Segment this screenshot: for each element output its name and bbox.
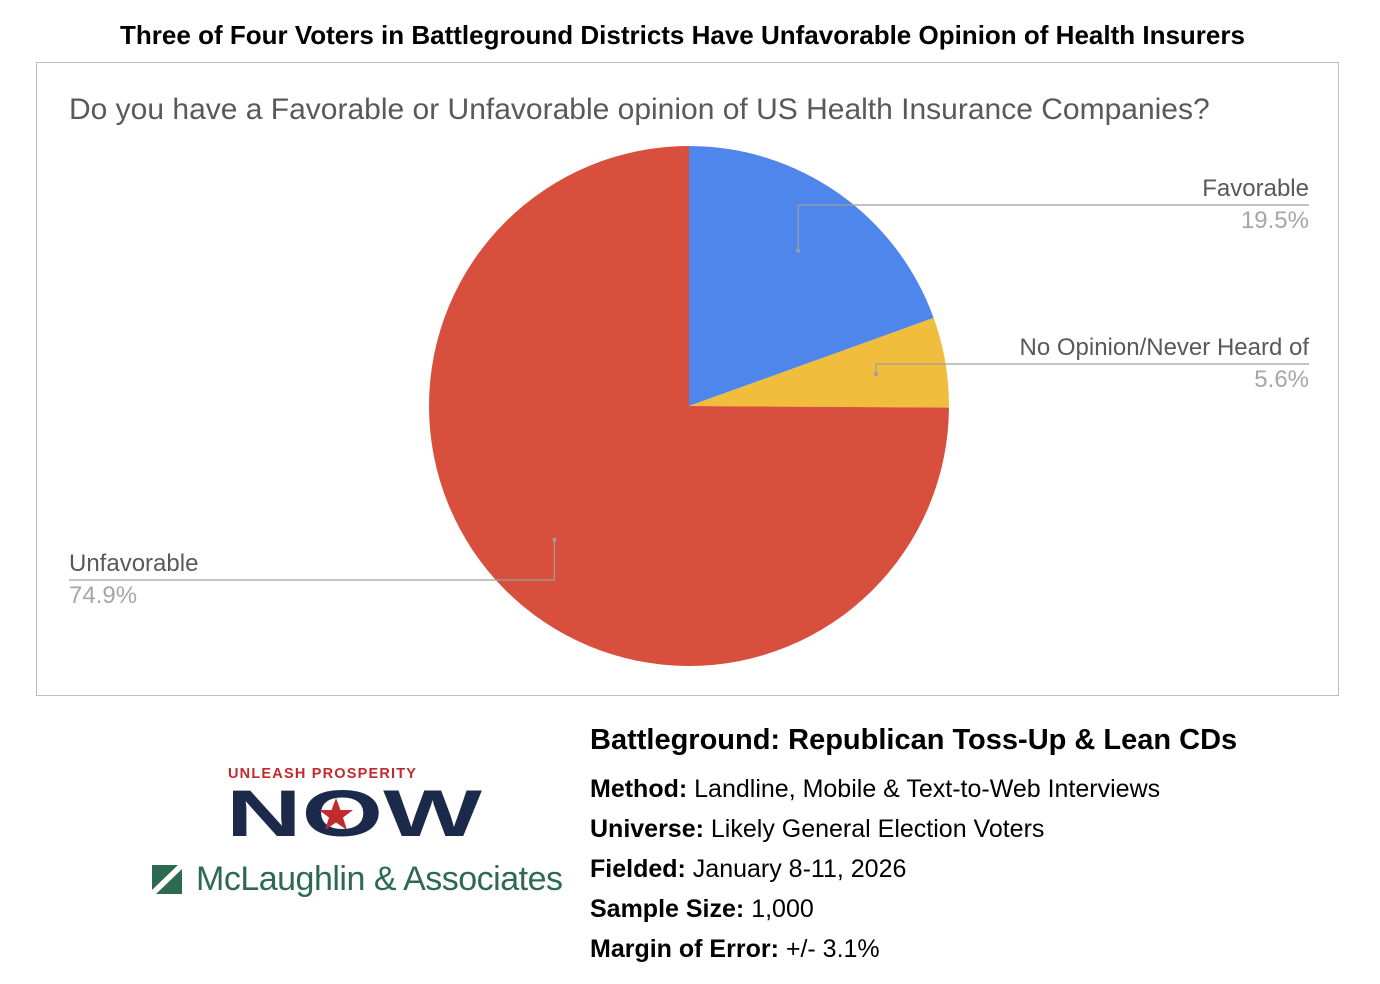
leader-line [69,539,556,581]
pie-slice-unfavorable [428,146,949,666]
chart-panel: Do you have a Favorable or Unfavorable o… [36,62,1339,696]
slice-value-label: 74.9% [69,582,137,609]
methodology-box: Battleground: Republican Toss-Up & Lean … [590,724,1237,969]
methodology-heading: Battleground: Republican Toss-Up & Lean … [590,724,1238,756]
firm-name: McLaughlin & Associates [196,860,563,898]
slice-label: No Opinion/Never Heard of [1020,334,1310,361]
pie-slice-favorable [689,146,934,406]
star-icon [319,798,353,830]
fielded-row: Fielded: January 8-11, 2026 [590,855,907,883]
sample-size-row: Sample Size: 1,000 [590,895,814,923]
leader-dot [552,537,557,542]
chart-subtitle: Do you have a Favorable or Unfavorable o… [69,93,1210,126]
slice-label: Favorable [1202,175,1309,202]
universe-row: Universe: Likely General Election Voters [590,815,1045,843]
leader-line [875,363,1309,374]
pie-slice-no-opinion-never-heard-of [689,317,949,408]
brand-tagline: UNLEASH PROSPERITY [228,766,418,782]
logo-area: UNLEASH PROSPERITY NOW McLaughlin & Asso… [140,760,570,910]
brand-word: NOW [226,782,483,844]
leader-dot [796,248,801,253]
leader-dot [874,372,879,376]
slice-value-label: 19.5% [1241,207,1309,234]
slice-value-label: 5.6% [1254,366,1309,393]
method-row: Method: Landline, Mobile & Text-to-Web I… [590,775,1161,803]
slice-label: Unfavorable [69,550,198,577]
pie-chart: Do you have a Favorable or Unfavorable o… [69,93,1310,666]
unleash-prosperity-now-logo: NOW [226,782,483,844]
mclaughlin-logo-mark-icon [152,865,182,894]
leader-line [797,204,1309,251]
page-title: Three of Four Voters in Battleground Dis… [120,20,1245,50]
margin-of-error-row: Margin of Error: +/- 3.1% [590,935,880,963]
